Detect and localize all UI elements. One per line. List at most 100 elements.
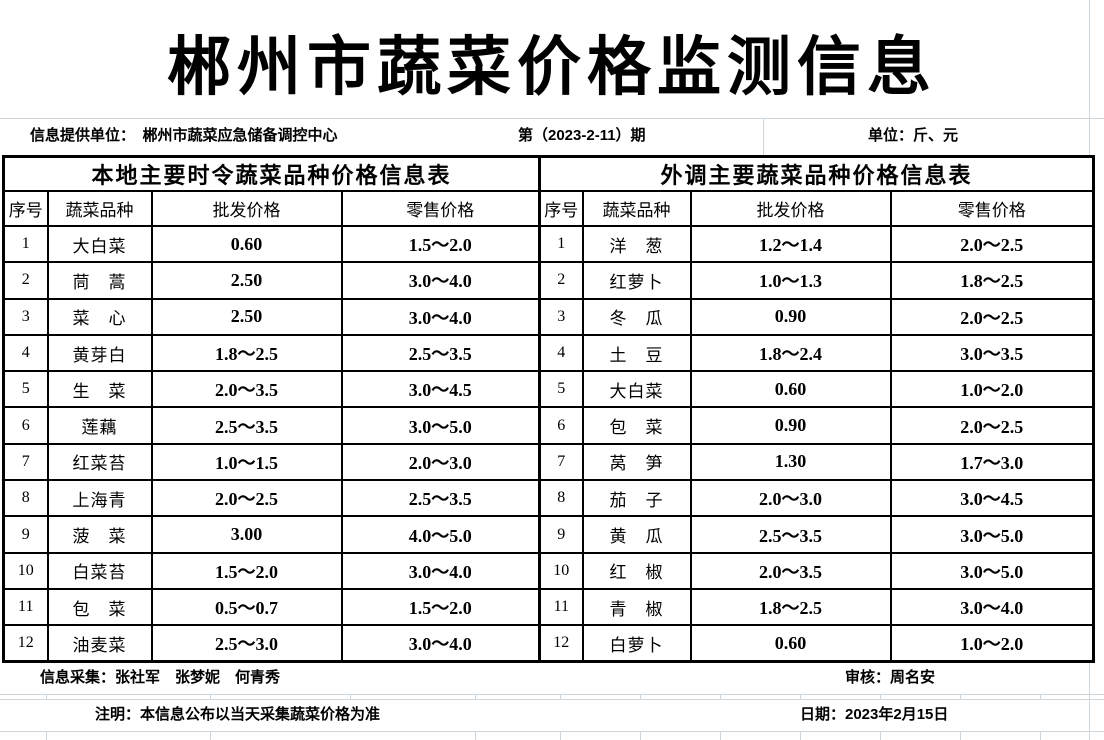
external-wholesale-price: 2.5～3.5 bbox=[689, 515, 892, 554]
gridline bbox=[720, 731, 721, 740]
reviewer-name: 审核：周名安 bbox=[845, 669, 936, 686]
external-wholesale-price: 0.90 bbox=[689, 297, 892, 336]
external-retail-price: 1.8～2.5 bbox=[889, 261, 1095, 300]
local-vegetable-name: 红菜苔 bbox=[46, 442, 153, 482]
collector-names: 信息采集：张社军 张梦妮 何青秀 bbox=[40, 669, 281, 686]
gridline bbox=[0, 731, 1104, 732]
external-vegetable-name: 土 豆 bbox=[581, 333, 692, 373]
external-wholesale-price: 1.8～2.5 bbox=[689, 587, 892, 627]
local-row-number: 10 bbox=[2, 551, 49, 590]
external-vegetable-name: 红 椒 bbox=[581, 551, 692, 590]
table-row: 10 白菜苔 1.5～2.0 3.0～4.0 10 红 椒 2.0～3.5 3.0～5.0 bbox=[2, 551, 1095, 590]
external-retail-price: 3.0～3.5 bbox=[889, 333, 1095, 373]
external-retail-price: 3.0～4.5 bbox=[889, 479, 1095, 518]
note-text: 注明：本信息公布以当天采集蔬菜价格为准 bbox=[95, 706, 381, 723]
local-retail-price: 3.0～4.5 bbox=[340, 370, 541, 409]
gridline bbox=[960, 694, 961, 699]
vegetable-price-table: 本地主要时令蔬菜品种价格信息表 外调主要蔬菜品种价格信息表 序号 蔬菜品种 批发… bbox=[2, 155, 1096, 664]
gridline bbox=[475, 731, 476, 740]
external-wholesale-price: 0.90 bbox=[689, 406, 892, 445]
local-retail-price: 2.5～3.5 bbox=[340, 479, 541, 518]
local-wholesale-price: 1.8～2.5 bbox=[150, 333, 343, 373]
external-table-caption: 外调主要蔬菜品种价格信息表 bbox=[538, 155, 1095, 192]
external-row-number: 12 bbox=[538, 624, 584, 663]
local-wholesale-price: 1.5～2.0 bbox=[150, 551, 343, 590]
local-wholesale-price: 3.00 bbox=[150, 515, 343, 554]
local-wholesale-price: 2.50 bbox=[150, 297, 343, 336]
local-row-number: 1 bbox=[2, 224, 49, 264]
external-row-number: 11 bbox=[538, 587, 584, 627]
local-row-number: 12 bbox=[2, 624, 49, 663]
gridline bbox=[800, 731, 801, 740]
local-vegetable-name: 油麦菜 bbox=[46, 624, 153, 663]
external-wholesale-price: 1.0～1.3 bbox=[689, 261, 892, 300]
external-vegetable-name: 包 菜 bbox=[581, 406, 692, 445]
date-text: 日期：2023年2月15日 bbox=[800, 706, 949, 723]
local-vegetable-name: 大白菜 bbox=[46, 224, 153, 264]
gridline bbox=[960, 731, 961, 740]
local-vegetable-name: 黄芽白 bbox=[46, 333, 153, 373]
gridline bbox=[475, 694, 476, 699]
external-retail-price: 3.0～5.0 bbox=[889, 551, 1095, 590]
local-retail-price: 3.0～4.0 bbox=[340, 261, 541, 300]
table-row: 8 上海青 2.0～2.5 2.5～3.5 8 茄 子 2.0～3.0 3.0～4.5 bbox=[2, 479, 1095, 518]
local-wholesale-price: 0.60 bbox=[150, 224, 343, 264]
local-header-retail: 零售价格 bbox=[340, 190, 541, 227]
gridline bbox=[880, 694, 881, 699]
caption-row: 本地主要时令蔬菜品种价格信息表 外调主要蔬菜品种价格信息表 bbox=[2, 155, 1095, 192]
gridline bbox=[350, 694, 351, 699]
table-row: 4 黄芽白 1.8～2.5 2.5～3.5 4 土 豆 1.8～2.4 3.0～3.5 bbox=[2, 333, 1095, 373]
local-row-number: 3 bbox=[2, 297, 49, 336]
local-retail-price: 1.5～2.0 bbox=[340, 224, 541, 264]
gridline bbox=[720, 694, 721, 699]
gridline bbox=[640, 731, 641, 740]
external-vegetable-name: 洋 葱 bbox=[581, 224, 692, 264]
info-unit: 单位：斤、元 bbox=[868, 127, 959, 144]
local-vegetable-name: 白菜苔 bbox=[46, 551, 153, 590]
gridline bbox=[640, 694, 641, 699]
external-retail-price: 1.7～3.0 bbox=[889, 442, 1095, 482]
external-wholesale-price: 0.60 bbox=[689, 370, 892, 409]
external-vegetable-name: 茄 子 bbox=[581, 479, 692, 518]
gridline bbox=[0, 694, 1104, 695]
external-wholesale-price: 2.0～3.0 bbox=[689, 479, 892, 518]
local-row-number: 4 bbox=[2, 333, 49, 373]
external-retail-price: 2.0～2.5 bbox=[889, 224, 1095, 264]
local-retail-price: 4.0～5.0 bbox=[340, 515, 541, 554]
gridline bbox=[880, 731, 881, 740]
local-header-seq: 序号 bbox=[2, 190, 49, 227]
local-wholesale-price: 1.0～1.5 bbox=[150, 442, 343, 482]
external-row-number: 3 bbox=[538, 297, 584, 336]
local-row-number: 7 bbox=[2, 442, 49, 482]
gridline bbox=[560, 694, 561, 699]
external-header-wholesale: 批发价格 bbox=[689, 190, 892, 227]
external-header-seq: 序号 bbox=[538, 190, 584, 227]
gridline bbox=[0, 118, 1104, 119]
external-row-number: 7 bbox=[538, 442, 584, 482]
external-retail-price: 2.0～2.5 bbox=[889, 406, 1095, 445]
local-wholesale-price: 2.50 bbox=[150, 261, 343, 300]
local-retail-price: 3.0～4.0 bbox=[340, 297, 541, 336]
external-row-number: 4 bbox=[538, 333, 584, 373]
local-retail-price: 3.0～5.0 bbox=[340, 406, 541, 445]
external-retail-price: 3.0～4.0 bbox=[889, 587, 1095, 627]
local-row-number: 5 bbox=[2, 370, 49, 409]
external-vegetable-name: 莴 笋 bbox=[581, 442, 692, 482]
local-vegetable-name: 生 菜 bbox=[46, 370, 153, 409]
local-retail-price: 1.5～2.0 bbox=[340, 587, 541, 627]
external-row-number: 5 bbox=[538, 370, 584, 409]
local-header-wholesale: 批发价格 bbox=[150, 190, 343, 227]
external-row-number: 6 bbox=[538, 406, 584, 445]
external-row-number: 1 bbox=[538, 224, 584, 264]
external-retail-price: 3.0～5.0 bbox=[889, 515, 1095, 554]
external-wholesale-price: 0.60 bbox=[689, 624, 892, 663]
table-row: 1 大白菜 0.60 1.5～2.0 1 洋 葱 1.2～1.4 2.0～2.5 bbox=[2, 224, 1095, 264]
local-wholesale-price: 2.5～3.5 bbox=[150, 406, 343, 445]
header-row: 序号 蔬菜品种 批发价格 零售价格 序号 蔬菜品种 批发价格 零售价格 bbox=[2, 190, 1095, 227]
local-wholesale-price: 2.5～3.0 bbox=[150, 624, 343, 663]
external-vegetable-name: 红萝卜 bbox=[581, 261, 692, 300]
external-wholesale-price: 2.0～3.5 bbox=[689, 551, 892, 590]
